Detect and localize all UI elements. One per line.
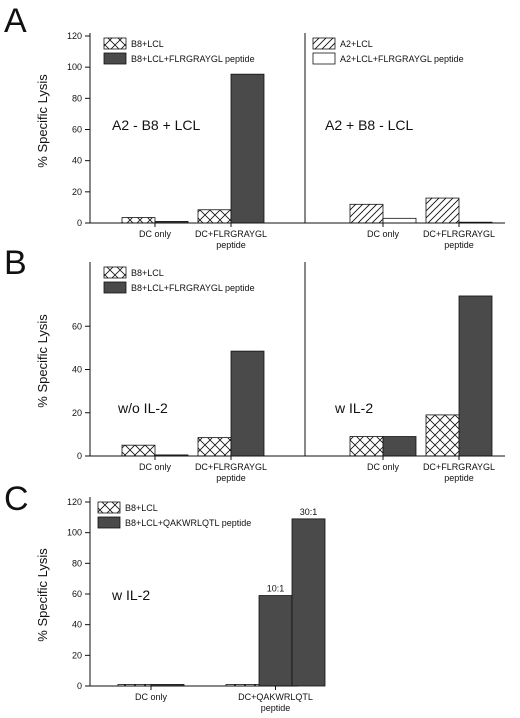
bars-c: 10:1 30:1 [117, 507, 326, 687]
annotation-b-right: w IL-2 [334, 400, 373, 416]
legend-a-left: B8+LCL B8+LCL+FLRGRAYGL peptide [103, 37, 255, 65]
y-axis-b: 0 20 40 60 [72, 321, 90, 461]
legend-label: A2+LCL+FLRGRAYGL peptide [340, 54, 464, 64]
legend-label: B8+LCL+FLRGRAYGL peptide [131, 283, 255, 293]
y-tick-label: 60 [72, 321, 82, 331]
y-tick-label: 120 [67, 497, 82, 507]
data-label: 10:1 [267, 584, 285, 594]
category-label: DC only [139, 462, 172, 472]
annotation-a-left: A2 - B8 + LCL [112, 117, 201, 133]
annotation-b-left: w/o IL-2 [117, 400, 168, 416]
y-tick-label: 20 [72, 187, 82, 197]
category-label-line2: peptide [216, 473, 246, 483]
bar [425, 197, 460, 224]
y-tick-label: 40 [72, 620, 82, 630]
y-tick-label: 100 [67, 528, 82, 538]
legend-label: A2+LCL [340, 39, 373, 49]
legend-swatch [103, 266, 127, 279]
legend-label: B8+LCL+FLRGRAYGL peptide [131, 54, 255, 64]
bars-a [121, 73, 493, 224]
legend-label: B8+LCL+QAKWRLQTL peptide [125, 518, 251, 528]
legend-swatch [312, 37, 336, 50]
annotation-a-right: A2 + B8 - LCL [325, 117, 414, 133]
y-axis-label-a: % Specific Lysis [35, 74, 50, 168]
category-label: DC+FLRGRAYGL [423, 229, 495, 239]
y-axis-label-c: % Specific Lysis [35, 548, 50, 642]
legend-b: B8+LCL B8+LCL+FLRGRAYGL peptide [103, 266, 255, 294]
bar [121, 444, 156, 457]
panel-b: B % Specific Lysis 0 20 40 60 DC only DC+FLR… [4, 244, 505, 483]
bar [349, 203, 384, 224]
category-label: DC only [367, 462, 400, 472]
legend-swatch [97, 516, 121, 529]
legend-swatch [103, 281, 127, 294]
category-label-line2: peptide [444, 473, 474, 483]
y-tick-label: 20 [72, 408, 82, 418]
panel-c: C % Specific Lysis 0 20 40 60 80 100 120 10:1 3… [4, 480, 326, 713]
y-tick-label: 80 [72, 93, 82, 103]
bar [349, 436, 384, 457]
bar [425, 414, 460, 457]
y-axis-a: 0 20 40 60 80 100 120 [67, 31, 90, 228]
category-label-line2: peptide [216, 240, 246, 250]
legend-label: B8+LCL [131, 268, 164, 278]
bar [230, 73, 265, 224]
annotation-c: w IL-2 [111, 587, 150, 603]
y-axis-label-b: % Specific Lysis [35, 314, 50, 408]
category-label: DC only [135, 692, 168, 702]
category-label: DC+FLRGRAYGL [423, 462, 495, 472]
bar [382, 436, 417, 457]
y-tick-label: 0 [77, 218, 82, 228]
legend-swatch [103, 37, 127, 50]
bar [458, 295, 493, 457]
category-label: DC only [139, 229, 172, 239]
y-tick-label: 100 [67, 62, 82, 72]
legend-a-right: A2+LCL A2+LCL+FLRGRAYGL peptide [312, 37, 464, 65]
bar [121, 217, 156, 224]
legend-label: B8+LCL [131, 39, 164, 49]
category-label: DC only [367, 229, 400, 239]
panel-label-c: C [4, 480, 29, 518]
y-tick-label: 80 [72, 558, 82, 568]
legend-c: B8+LCL B8+LCL+QAKWRLQTL peptide [97, 501, 251, 529]
bar [291, 518, 326, 687]
y-tick-label: 20 [72, 650, 82, 660]
bar [197, 437, 232, 457]
panel-a: A % Specific Lysis 0 20 40 60 80 100 120 DC on… [4, 2, 505, 250]
category-label: DC+FLRGRAYGL [195, 462, 267, 472]
bar [258, 595, 293, 687]
y-tick-label: 60 [72, 125, 82, 135]
legend-swatch [103, 52, 127, 65]
bar [382, 217, 417, 224]
y-tick-label: 40 [72, 365, 82, 375]
y-axis-c: 0 20 40 60 80 100 120 [67, 497, 90, 691]
data-label: 30:1 [300, 507, 318, 517]
y-tick-label: 120 [67, 31, 82, 41]
y-tick-label: 0 [77, 451, 82, 461]
category-label-line2: peptide [261, 703, 291, 713]
legend-label: B8+LCL [125, 503, 158, 513]
category-label-line2: peptide [444, 240, 474, 250]
y-tick-label: 0 [77, 681, 82, 691]
panel-label-b: B [4, 244, 27, 282]
panel-label-a: A [4, 2, 27, 40]
y-tick-label: 40 [72, 156, 82, 166]
bars-b [121, 295, 493, 457]
category-label: DC+FLRGRAYGL [195, 229, 267, 239]
legend-swatch [97, 501, 121, 514]
category-label: DC+QAKWRLQTL [238, 692, 313, 702]
y-tick-label: 60 [72, 589, 82, 599]
bar [197, 209, 232, 224]
legend-swatch [312, 52, 336, 65]
bar [230, 350, 265, 457]
